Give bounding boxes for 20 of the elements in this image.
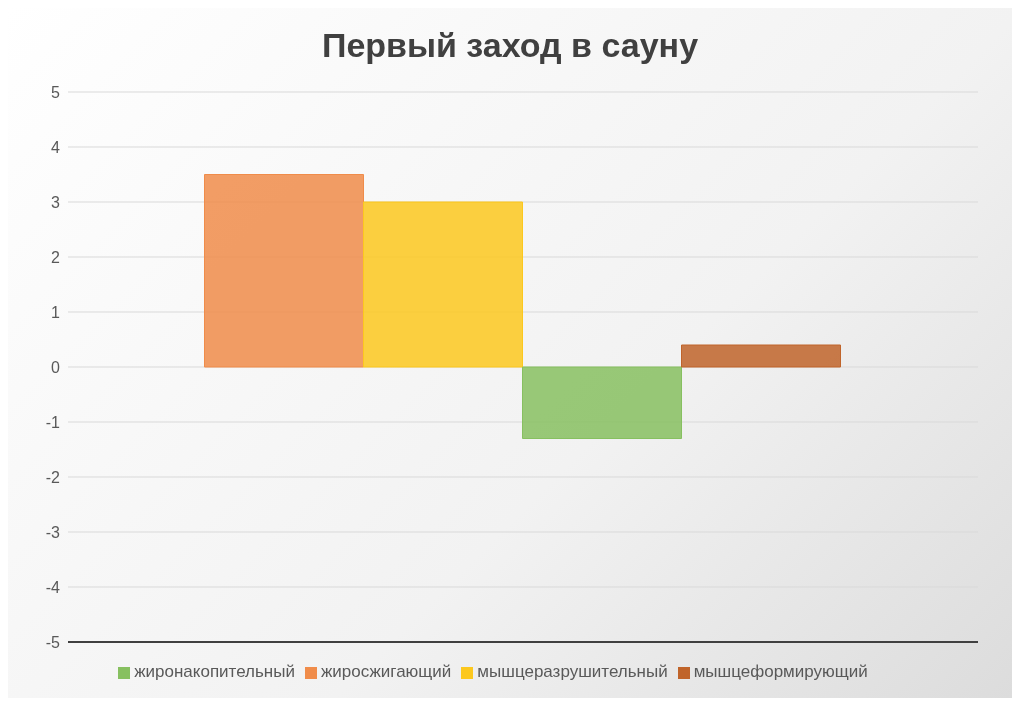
legend-label: мышцеформирующий (693, 662, 868, 681)
y-tick-label: -4 (45, 578, 61, 596)
y-tick-label: -5 (45, 633, 61, 651)
chart-title: Первый заход в сауну (320, 25, 700, 66)
bar (522, 366, 682, 439)
y-tick-label: -1 (45, 413, 61, 431)
legend-label: мышцеразрушительный (477, 662, 668, 681)
y-tick-label: 1 (51, 303, 61, 321)
y-tick-label: 4 (51, 138, 61, 156)
y-tick-label: 5 (51, 83, 61, 101)
y-tick-label: -2 (45, 468, 61, 486)
y-tick-label: 3 (51, 193, 61, 211)
legend-label: жиронакопительный (134, 662, 295, 681)
bar (363, 201, 523, 368)
y-tick-label: 2 (51, 248, 61, 266)
y-tick-label: 0 (51, 358, 61, 376)
y-tick-label: -3 (45, 523, 61, 541)
legend-label: жиросжигающий (320, 662, 452, 681)
bar (204, 174, 364, 368)
bar (681, 344, 841, 368)
